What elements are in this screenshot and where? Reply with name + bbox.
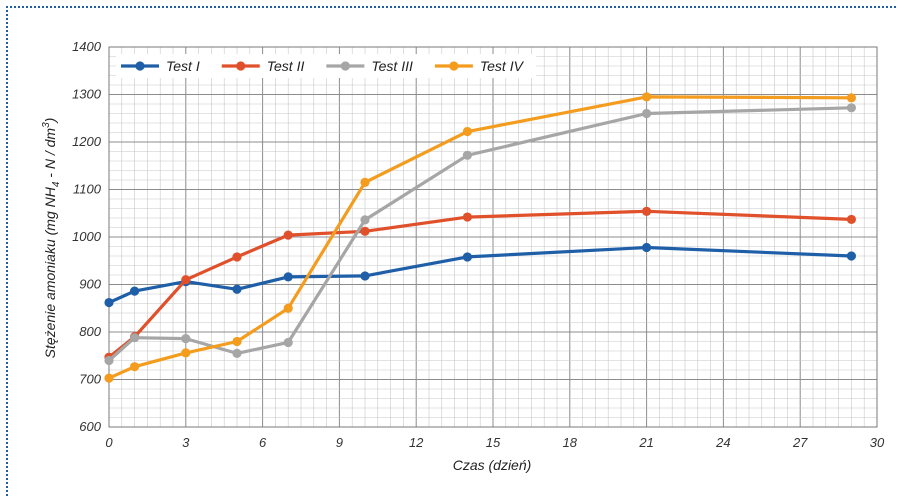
- data-point-test-iii: [130, 333, 140, 343]
- legend: Test I Test II Test III Test IV: [116, 54, 536, 78]
- data-point-test-ii: [642, 206, 652, 216]
- data-point-test-iv: [462, 126, 472, 137]
- x-tick-label: 0: [105, 435, 113, 450]
- y-tick-label: 1400: [72, 39, 102, 54]
- legend-label-test-iv: Test IV: [480, 58, 525, 74]
- y-tick-label: 600: [79, 419, 101, 434]
- data-point-test-iii: [181, 334, 191, 344]
- y-axis-title: Stężenie amoniaku (mg NH4 - N / dm3): [41, 118, 62, 359]
- data-point-test-iv: [181, 348, 191, 358]
- x-tick-label: 15: [486, 435, 501, 450]
- data-point-test-ii: [232, 252, 242, 262]
- chart-frame: [6, 6, 896, 496]
- data-point-test-iii: [104, 355, 114, 366]
- data-point-test-iv: [642, 92, 652, 102]
- data-point-test-iii: [360, 215, 370, 225]
- data-point-test-i: [462, 252, 472, 262]
- legend-marker-test-iii: [340, 61, 350, 71]
- legend-marker-test-iv: [449, 61, 459, 71]
- y-tick-label: 1300: [72, 87, 102, 102]
- y-tick-label: 700: [79, 372, 101, 387]
- y-axis-title-sup: 3: [41, 122, 52, 128]
- data-point-test-iv: [283, 303, 293, 313]
- data-point-test-i: [232, 284, 242, 294]
- data-point-test-iii: [846, 103, 857, 113]
- data-point-test-iv: [232, 336, 242, 347]
- data-point-test-i: [360, 271, 370, 281]
- x-tick-label: 27: [792, 435, 808, 450]
- data-point-test-iv: [360, 177, 370, 187]
- data-point-test-iii: [232, 348, 242, 358]
- y-tick-label: 1100: [73, 182, 102, 197]
- grid: [108, 46, 878, 428]
- x-tick-label: 12: [409, 435, 424, 450]
- data-point-test-iv: [130, 362, 140, 372]
- y-tick-label: 900: [79, 277, 101, 292]
- legend-marker-test-ii: [236, 61, 246, 71]
- legend-label-test-ii: Test II: [267, 58, 305, 74]
- x-tick-labels: 0 3 6 9 12 15 18 21 24 27 30: [105, 435, 885, 450]
- plot-area-border: [108, 46, 878, 428]
- y-tick-labels: 600 700 800 900 1000 1100 1200 1300 1400: [72, 39, 102, 434]
- y-axis-title-suffix: ): [42, 118, 58, 125]
- y-axis-title-mid: - N / dm: [42, 128, 58, 182]
- data-point-test-iii: [462, 150, 472, 160]
- data-point-test-ii: [181, 275, 191, 285]
- legend-label-test-iii: Test III: [371, 58, 413, 74]
- y-axis-title-sub: 4: [51, 181, 62, 187]
- data-point-test-ii: [360, 226, 370, 236]
- x-tick-label: 9: [336, 435, 343, 450]
- y-tick-label: 1200: [72, 134, 102, 149]
- data-point-test-i: [104, 297, 114, 308]
- x-tick-label: 18: [563, 435, 578, 450]
- series-lines: [104, 92, 857, 383]
- data-point-test-i: [846, 251, 857, 261]
- data-point-test-iii: [642, 108, 652, 119]
- y-tick-label: 800: [79, 324, 101, 339]
- data-point-test-iii: [283, 337, 293, 348]
- legend-label-test-i: Test I: [166, 58, 200, 74]
- x-tick-label: 3: [182, 435, 190, 450]
- y-tick-label: 1000: [72, 229, 102, 244]
- data-point-test-ii: [283, 230, 293, 240]
- x-tick-label: 6: [259, 435, 267, 450]
- x-tick-label: 21: [638, 435, 653, 450]
- data-point-test-ii: [462, 212, 472, 222]
- data-point-test-iv: [104, 373, 114, 383]
- data-point-test-iv: [846, 93, 857, 103]
- data-point-test-ii: [846, 214, 857, 225]
- x-axis-title: Czas (dzień): [453, 457, 532, 473]
- data-point-test-i: [642, 242, 652, 253]
- x-tick-label: 30: [870, 435, 885, 450]
- data-point-test-i: [283, 272, 293, 282]
- data-point-test-i: [130, 286, 140, 296]
- x-tick-label: 24: [715, 435, 730, 450]
- y-axis-title-prefix: Stężenie amoniaku (mg NH: [42, 186, 58, 358]
- legend-marker-test-i: [135, 61, 145, 71]
